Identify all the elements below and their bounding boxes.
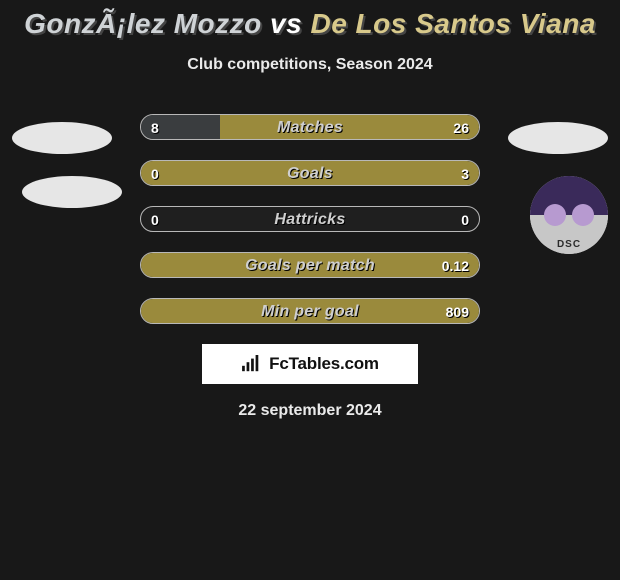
comparison-card: GonzÃ¡lez Mozzo vs De Los Santos Viana C… [0,0,620,580]
stat-value-right: 3 [461,161,469,186]
stat-row: 0 Hattricks 0 [140,206,480,232]
stat-value-right: 809 [446,299,469,324]
stat-pill: Min per goal 809 [140,298,480,324]
stat-pill: 8 Matches 26 [140,114,480,140]
page-title: GonzÃ¡lez Mozzo vs De Los Santos Viana [0,0,620,40]
footer-brand-card: FcTables.com [202,344,418,384]
stat-row: Goals per match 0.12 [140,252,480,278]
player-left-name: GonzÃ¡lez Mozzo [24,8,262,39]
stat-row: 0 Goals 3 [140,160,480,186]
stat-pill: 0 Goals 3 [140,160,480,186]
stat-pill: 0 Hattricks 0 [140,206,480,232]
stat-value-right: 26 [453,115,469,140]
vs-label: vs [270,8,302,39]
player-right-name: De Los Santos Viana [310,8,595,39]
stat-label: Hattricks [141,207,479,232]
stat-row: 8 Matches 26 [140,114,480,140]
stat-label: Goals [141,161,479,186]
stats-container: 8 Matches 26 0 Goals 3 0 Hattricks 0 [0,114,620,324]
subtitle: Club competitions, Season 2024 [0,56,620,74]
stat-value-right: 0.12 [442,253,469,278]
stat-label: Goals per match [141,253,479,278]
footer-date: 22 september 2024 [0,402,620,420]
footer-brand-text: FcTables.com [269,354,379,374]
stat-label: Min per goal [141,299,479,324]
stat-value-right: 0 [461,207,469,232]
stat-label: Matches [141,115,479,140]
stat-pill: Goals per match 0.12 [140,252,480,278]
stat-row: Min per goal 809 [140,298,480,324]
bar-chart-icon [241,355,263,373]
